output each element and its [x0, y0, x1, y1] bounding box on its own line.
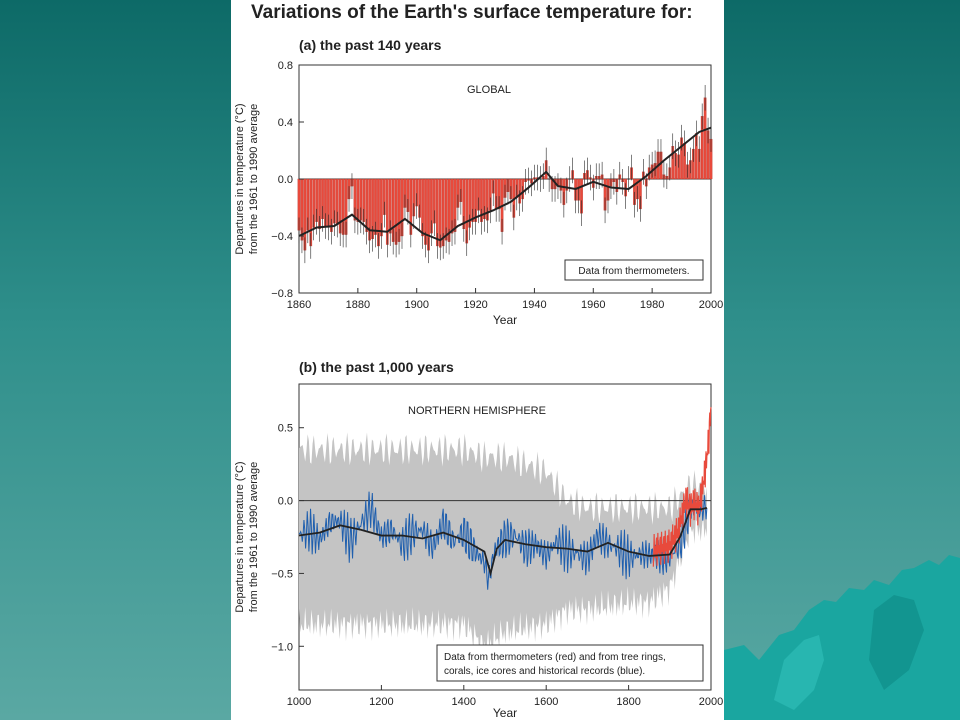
panel-b-note-line2: corals, ice cores and historical records… — [444, 666, 645, 677]
panel-a-group: 1860 1880 1900 1920 1940 1960 1980 2000 0.8 0.4 0.… — [234, 60, 723, 327]
panel-b-inner-label: NORTHERN HEMISPHERE — [408, 405, 546, 417]
figure-title: Variations of the Earth's surface temper… — [251, 2, 693, 23]
panel-b-label: (b) the past 1,000 years — [299, 359, 454, 375]
panel-b-group: 1000 1200 1400 1600 1800 2000 0.5 0.0 −0.5 −1.0 Ye… — [234, 383, 723, 720]
x-tick-label: 1400 — [452, 696, 476, 708]
y-axis-label-line2: from the 1961 to 1990 average — [248, 104, 260, 254]
x-axis-label: Year — [493, 313, 517, 327]
x-tick-label: 1200 — [369, 696, 393, 708]
x-tick-label: 1000 — [287, 696, 311, 708]
figure-panel: Variations of the Earth's surface temper… — [231, 0, 724, 720]
x-tick-label: 2000 — [699, 299, 723, 311]
note-box — [564, 259, 704, 281]
y-tick-label: −0.5 — [271, 568, 293, 580]
y-tick-label: −0.4 — [271, 231, 293, 243]
panel-a-note: Data from thermometers. — [578, 266, 689, 277]
smoothed-line — [298, 126, 712, 242]
y-tick-label: −1.0 — [271, 641, 293, 653]
smoothed-line — [298, 506, 708, 577]
y-tick-label: −0.8 — [271, 288, 293, 300]
x-tick-label: 1980 — [640, 299, 664, 311]
x-tick-label: 1940 — [522, 299, 546, 311]
y-axis-label-line2: from the 1961 to 1990 average — [248, 462, 260, 612]
y-tick-label: 0.5 — [278, 423, 293, 435]
panel-b-note-line1: Data from thermometers (red) and from tr… — [444, 652, 666, 663]
x-tick-label: 1960 — [581, 299, 605, 311]
x-tick-label: 1860 — [287, 299, 311, 311]
y-tick-label: 0.4 — [278, 117, 293, 129]
y-axis-label-line1: Departures in temperature (°C) — [234, 461, 246, 612]
thermometer-series-line — [652, 407, 712, 567]
panel-a-label: (a) the past 140 years — [299, 37, 442, 53]
iceberg-decoration — [724, 555, 960, 720]
x-axis-label: Year — [493, 706, 517, 720]
x-tick-label: 1800 — [616, 696, 640, 708]
x-tick-label: 1600 — [534, 696, 558, 708]
uncertainty-band — [299, 432, 707, 660]
x-tick-label: 2000 — [699, 696, 723, 708]
x-tick-label: 1920 — [463, 299, 487, 311]
y-tick-label: 0.0 — [278, 174, 293, 186]
proxy-series-line — [298, 491, 708, 590]
y-axis-label-line1: Departures in temperature (°C) — [234, 103, 246, 254]
y-tick-label: 0.0 — [278, 496, 293, 508]
x-tick-label: 1880 — [346, 299, 370, 311]
y-tick-label: 0.8 — [278, 60, 293, 72]
x-tick-label: 1900 — [404, 299, 428, 311]
panel-a-inner-label: GLOBAL — [467, 84, 511, 96]
charts-canvas: (a) the past 140 years 1860 1880 1900 1920 1… — [234, 37, 723, 720]
note-box — [436, 644, 704, 682]
